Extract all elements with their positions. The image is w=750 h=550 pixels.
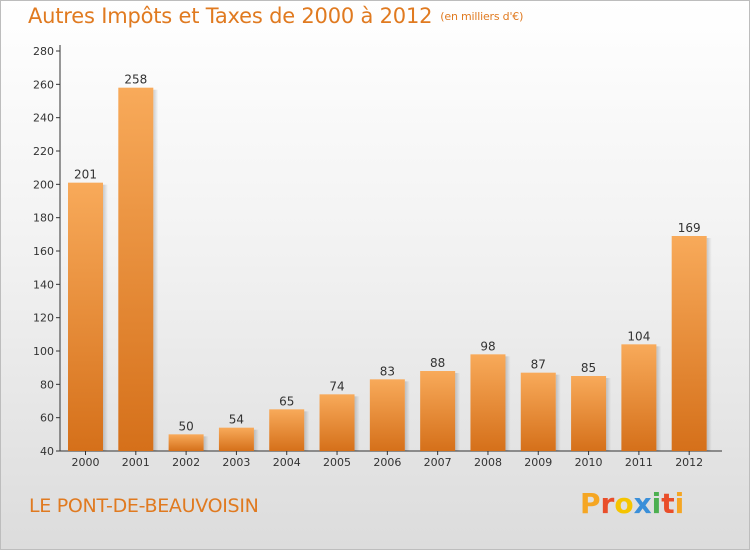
x-tick-label: 2009 — [524, 456, 552, 469]
y-tick-label: 80 — [40, 378, 54, 391]
bar-shadow — [505, 356, 511, 451]
y-tick-label: 240 — [33, 112, 54, 125]
bar-shadow — [103, 184, 108, 451]
bar-shadow — [455, 373, 461, 451]
bar-2006 — [369, 379, 405, 451]
proxiti-logo: Proxiti — [580, 487, 684, 520]
bar-value-label: 88 — [430, 356, 445, 370]
logo-letter: r — [600, 487, 615, 520]
bar-value-label: 65 — [279, 394, 294, 408]
bar-2007 — [420, 371, 456, 451]
bar-2002 — [168, 434, 204, 451]
bar-shadow — [153, 89, 159, 452]
y-tick-label: 200 — [33, 178, 54, 191]
bar-value-label: 54 — [229, 413, 244, 427]
logo-letter: x — [633, 487, 652, 520]
bar-shadow — [656, 346, 662, 451]
logo-letter: P — [580, 487, 601, 520]
y-tick-label: 220 — [33, 145, 54, 158]
bar-value-label: 83 — [380, 364, 395, 378]
logo-letter: t — [661, 487, 675, 520]
x-tick-label: 2011 — [625, 456, 653, 469]
bar-value-label: 85 — [581, 361, 596, 375]
x-tick-label: 2005 — [323, 456, 351, 469]
y-tick-label: 60 — [40, 412, 54, 425]
x-tick-label: 2012 — [675, 456, 703, 469]
bar-value-label: 258 — [124, 73, 147, 87]
x-tick-label: 2003 — [222, 456, 250, 469]
logo-letter: o — [614, 487, 634, 520]
bar-2012 — [671, 236, 707, 451]
bar-shadow — [706, 238, 712, 451]
x-tick-label: 2006 — [373, 456, 401, 469]
x-tick-label: 2007 — [424, 456, 452, 469]
bar-value-label: 169 — [678, 221, 701, 235]
x-tick-label: 2001 — [122, 456, 150, 469]
bar-value-label: 201 — [74, 168, 97, 182]
y-tick-label: 40 — [40, 445, 54, 458]
x-tick-label: 2004 — [273, 456, 301, 469]
bar-shadow — [253, 429, 259, 451]
bar-shadow — [404, 381, 410, 451]
bar-value-label: 104 — [627, 329, 650, 343]
bar-2009 — [520, 372, 556, 451]
labels-layer: 2000 201 2001 258 2002 50 2003 54 2004 65 2005 74 20… — [72, 73, 704, 469]
y-tick-label: 180 — [33, 212, 54, 225]
y-tick-label: 120 — [33, 312, 54, 325]
logo-letter: i — [674, 487, 685, 520]
chart-title: Autres Impôts et Taxes de 2000 à 2012 (en… — [28, 4, 523, 28]
bar-value-label: 87 — [531, 358, 546, 372]
bar-2011 — [621, 344, 657, 451]
bar-2008 — [470, 354, 506, 451]
bar-2010 — [571, 376, 607, 451]
x-tick-label: 2002 — [172, 456, 200, 469]
x-tick-label: 2010 — [575, 456, 603, 469]
bar-shadow — [203, 436, 209, 451]
bar-2000 — [68, 182, 103, 451]
location-label: LE PONT-DE-BEAUVOISIN — [29, 495, 259, 517]
y-tick-label: 100 — [33, 345, 54, 358]
y-tick-label: 280 — [33, 45, 54, 58]
bar-shadow — [354, 396, 360, 451]
logo-letter: i — [651, 487, 662, 520]
bar-value-label: 50 — [178, 419, 193, 433]
x-tick-label: 2008 — [474, 456, 502, 469]
bar-value-label: 74 — [329, 379, 344, 393]
x-tick-label: 2000 — [72, 456, 100, 469]
bar-2001 — [118, 87, 154, 452]
chart-title-text: Autres Impôts et Taxes de 2000 à 2012 — [28, 4, 433, 28]
bars-layer — [68, 87, 712, 452]
bar-value-label: 98 — [480, 339, 495, 353]
y-tick-label: 160 — [33, 245, 54, 258]
bar-2005 — [319, 394, 355, 451]
chart-unit: (en milliers d'€) — [440, 10, 524, 23]
bar-shadow — [304, 411, 310, 451]
bar-shadow — [555, 374, 561, 451]
bar-shadow — [606, 378, 612, 451]
bar-2003 — [218, 427, 254, 451]
y-tick-label: 260 — [33, 78, 54, 91]
bar-2004 — [269, 409, 305, 451]
y-tick-label: 140 — [33, 278, 54, 291]
